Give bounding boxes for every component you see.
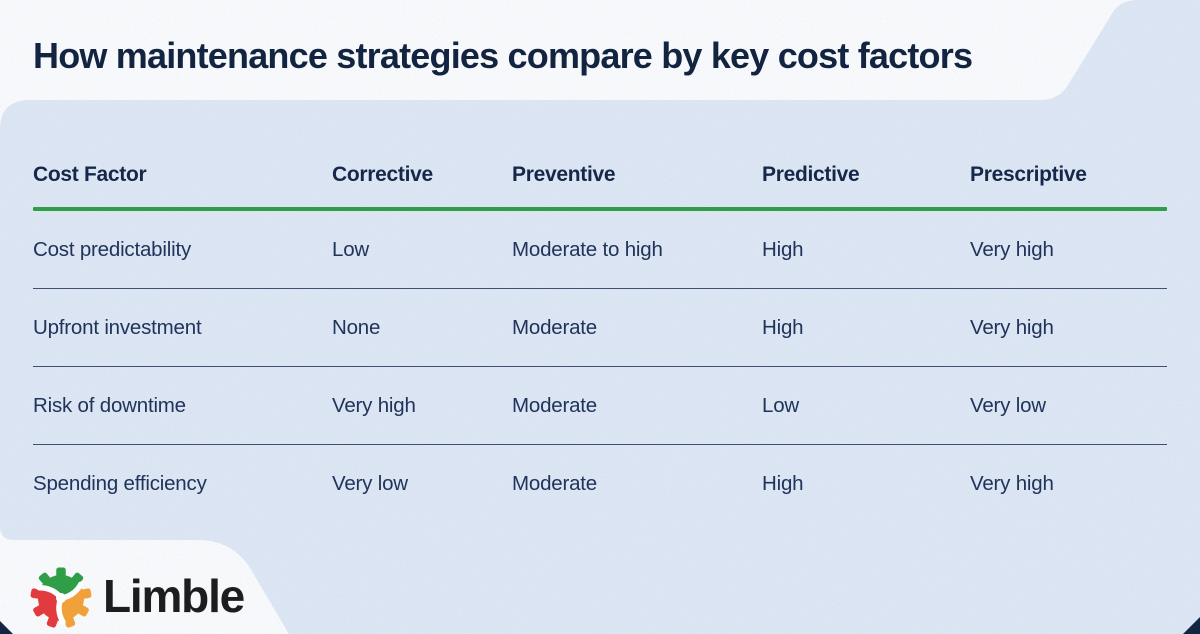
column-header-prescriptive: Prescriptive [970, 163, 1087, 186]
cell-value: Low [762, 393, 800, 417]
cell-value: Very low [970, 393, 1046, 417]
column-header-preventive: Preventive [512, 163, 616, 186]
comparison-table: Cost Factor Corrective Preventive Predic… [33, 100, 1167, 522]
bottom-right-corner-accent [1183, 617, 1200, 634]
column-header-corrective: Corrective [332, 163, 433, 186]
column-header-cost-factor: Cost Factor [33, 163, 147, 186]
table-row-risk-of-downtime: Risk of downtime Very high Moderate Low … [33, 367, 1167, 445]
cell-value: Very high [970, 471, 1054, 495]
table-header-row: Cost Factor Corrective Preventive Predic… [33, 100, 1167, 207]
cell-value: Very low [332, 471, 408, 495]
cell-value: Moderate to high [512, 237, 663, 261]
row-label: Spending efficiency [33, 471, 207, 495]
table-row-upfront-investment: Upfront investment None Moderate High Ve… [33, 289, 1167, 367]
cell-value: High [762, 471, 804, 495]
cell-value: Moderate [512, 471, 598, 495]
cell-value: Moderate [512, 315, 598, 339]
cell-value: None [332, 315, 381, 339]
row-label: Cost predictability [33, 237, 191, 261]
cell-value: High [762, 237, 804, 261]
cell-value: Very high [970, 315, 1054, 339]
table-row-cost-predictability: Cost predictability Low Moderate to high… [33, 211, 1167, 289]
limble-wordmark: Limble [103, 570, 245, 622]
cell-value: Very high [970, 237, 1054, 261]
cell-value: High [762, 315, 804, 339]
cell-value: Very high [332, 393, 416, 417]
column-header-predictive: Predictive [762, 163, 860, 186]
header-accent-rule [33, 207, 1167, 211]
row-label: Risk of downtime [33, 393, 186, 417]
page-title: How maintenance strategies compare by ke… [33, 35, 973, 76]
limble-logo: Limble [30, 566, 245, 630]
cell-value: Low [332, 237, 370, 261]
row-label: Upfront investment [33, 315, 202, 339]
bottom-left-corner-accent [0, 621, 13, 634]
cell-value: Moderate [512, 393, 598, 417]
limble-gear-icon [30, 567, 92, 628]
table-row-spending-efficiency: Spending efficiency Very low Moderate Hi… [33, 445, 1167, 522]
